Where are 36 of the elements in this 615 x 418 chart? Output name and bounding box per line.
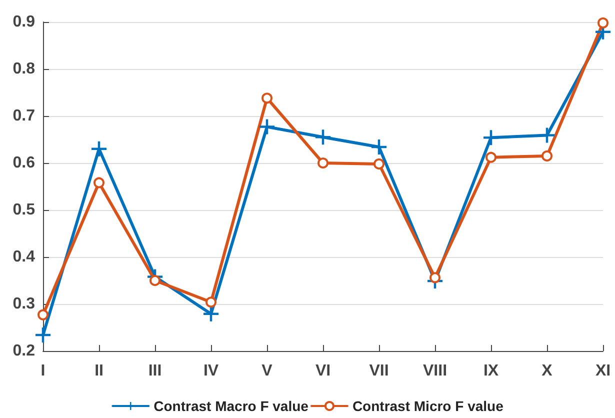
point bbox=[374, 158, 384, 170]
point bbox=[204, 306, 218, 322]
x-tick-label: I bbox=[40, 362, 46, 380]
x-tick-label: VII bbox=[369, 362, 389, 380]
point bbox=[540, 128, 554, 143]
y-tick-label: 0.6 bbox=[12, 154, 36, 172]
point bbox=[486, 152, 496, 163]
point bbox=[430, 272, 440, 284]
point bbox=[206, 296, 216, 308]
point bbox=[318, 158, 328, 168]
x-tick-label: VI bbox=[315, 362, 331, 380]
x-tick-label: X bbox=[542, 362, 553, 380]
x-tick-label: IV bbox=[203, 362, 219, 380]
x-tick-label: IX bbox=[483, 362, 499, 380]
y-tick-label: 0.9 bbox=[12, 14, 36, 30]
point bbox=[316, 130, 330, 145]
point bbox=[542, 150, 552, 162]
y-tick-label: 0.8 bbox=[12, 60, 36, 78]
point bbox=[94, 177, 104, 188]
legend-label: Contrast Micro F value bbox=[352, 398, 504, 414]
point bbox=[260, 119, 274, 134]
point bbox=[38, 309, 48, 320]
legend-label: Contrast Macro F value bbox=[154, 398, 309, 414]
x-tick-label: III bbox=[148, 362, 162, 380]
point bbox=[262, 92, 272, 104]
y-tick-label: 0.5 bbox=[12, 202, 36, 218]
point bbox=[150, 275, 160, 286]
x-tick-label: V bbox=[262, 362, 273, 380]
y-tick-label: 0.2 bbox=[12, 342, 36, 360]
y-tick-label: 0.4 bbox=[12, 248, 36, 266]
x-tick-label: VIII bbox=[422, 362, 448, 380]
point bbox=[598, 17, 608, 28]
x-tick-label: II bbox=[94, 362, 104, 380]
x-tick-label: XI bbox=[595, 362, 611, 380]
y-tick-label: 0.3 bbox=[12, 296, 36, 312]
y-tick-label: 0.7 bbox=[12, 108, 36, 124]
